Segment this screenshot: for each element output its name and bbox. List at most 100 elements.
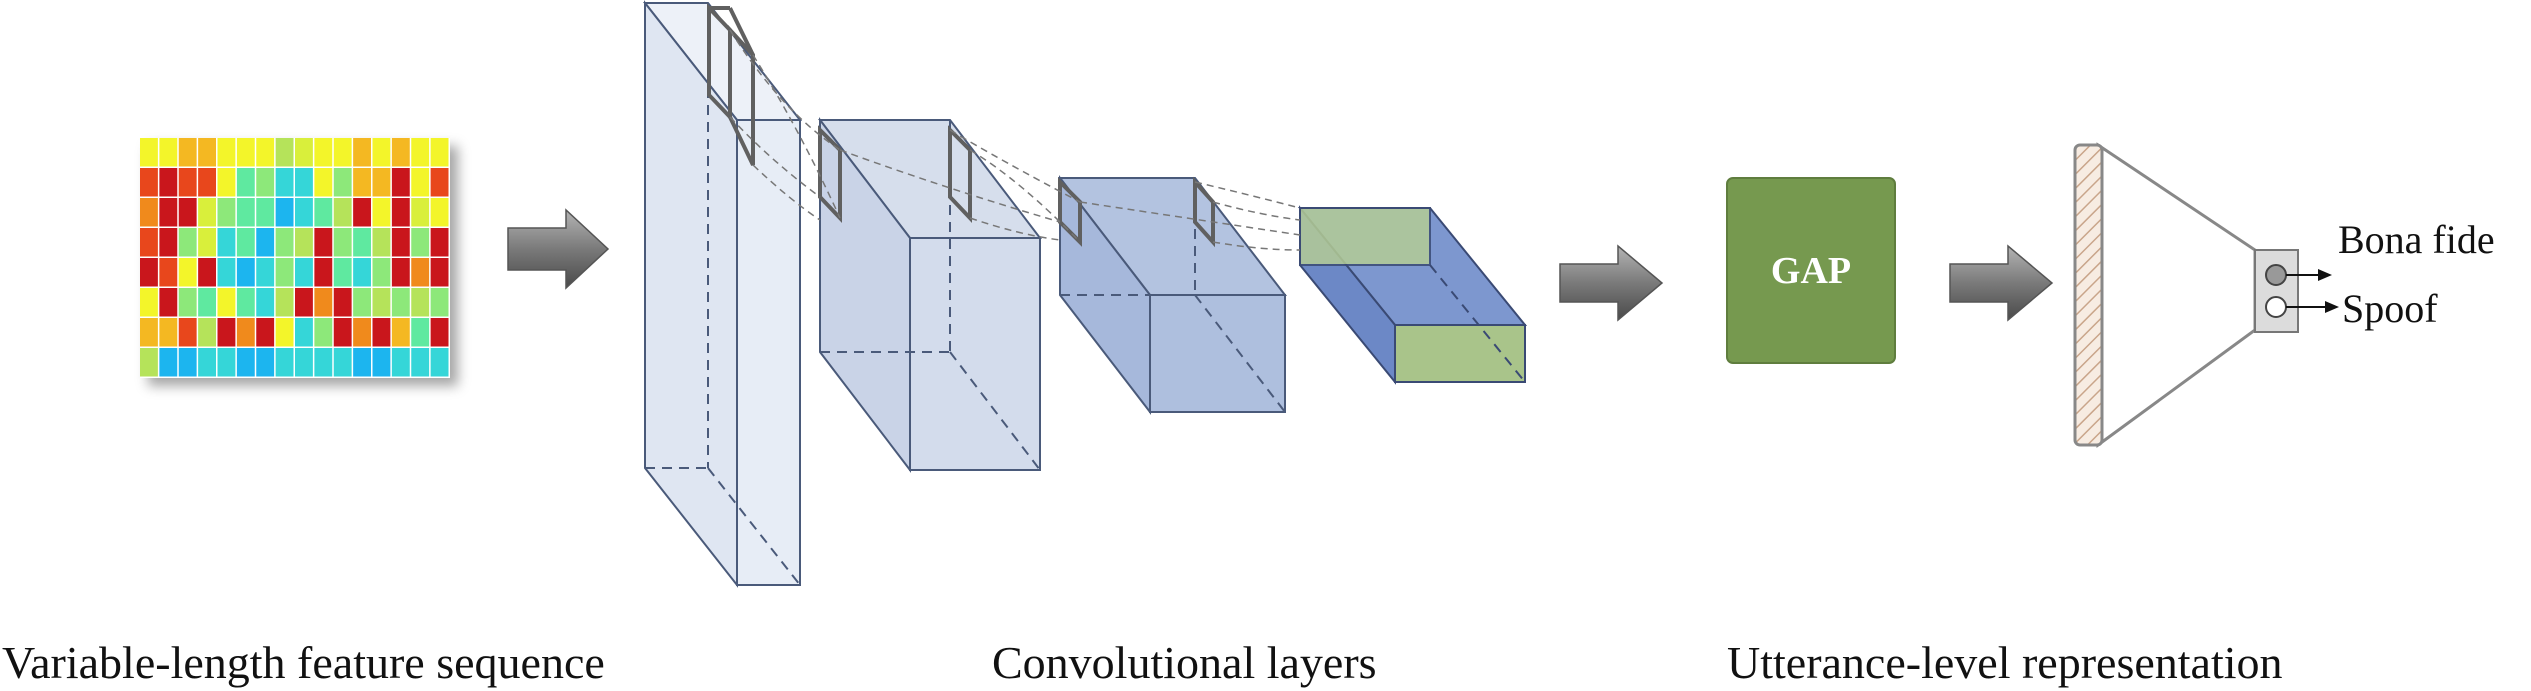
- heatmap-cell: [430, 138, 449, 167]
- heatmap-cell: [353, 168, 372, 197]
- heatmap-cell: [140, 198, 158, 227]
- heatmap-cell: [391, 348, 410, 377]
- heatmap-cell: [236, 258, 255, 287]
- heatmap-cell: [140, 288, 158, 317]
- heatmap-cell: [295, 348, 313, 377]
- heatmap-cell: [178, 228, 197, 257]
- heatmap-cell: [178, 348, 197, 377]
- heatmap-cell: [295, 288, 313, 317]
- heatmap-cell: [159, 138, 178, 167]
- heatmap-cell: [430, 168, 449, 197]
- heatmap-cell: [372, 168, 391, 197]
- caption-feature-sequence: Variable-length feature sequence: [2, 637, 605, 688]
- gap-block: GAP: [1726, 177, 1896, 364]
- heatmap-cell: [236, 288, 255, 317]
- heatmap-cell: [236, 198, 255, 227]
- heatmap-cell: [411, 318, 430, 347]
- heatmap-cell: [275, 168, 294, 197]
- heatmap-cell: [295, 168, 313, 197]
- heatmap-cell: [217, 288, 236, 317]
- heatmap-cell: [159, 198, 178, 227]
- conv-layer-3: [1057, 175, 1288, 415]
- heatmap-cell: [256, 198, 275, 227]
- heatmap-cell: [430, 318, 449, 347]
- heatmap-cell: [236, 168, 255, 197]
- heatmap-cell: [391, 288, 410, 317]
- heatmap-cell: [353, 198, 372, 227]
- embedding-vector: [2073, 143, 2104, 447]
- heatmap-cell: [217, 198, 236, 227]
- heatmap-cell: [256, 348, 275, 377]
- heatmap-cell: [198, 318, 217, 347]
- heatmap-cell: [295, 318, 313, 347]
- heatmap-cell: [353, 138, 372, 167]
- heatmap-cell: [159, 258, 178, 287]
- heatmap-cell: [411, 288, 430, 317]
- heatmap-cell: [391, 228, 410, 257]
- heatmap-cell: [178, 318, 197, 347]
- heatmap-cell: [198, 138, 217, 167]
- heatmap-cell: [391, 258, 410, 287]
- heatmap-cell: [256, 138, 275, 167]
- output-label-bona-fide: Bona fide: [2338, 217, 2495, 262]
- heatmap-cell: [275, 318, 294, 347]
- heatmap-cell: [217, 258, 236, 287]
- heatmap-cell: [372, 138, 391, 167]
- heatmap-cell: [140, 168, 158, 197]
- heatmap-cell: [430, 348, 449, 377]
- heatmap-cell: [275, 348, 294, 377]
- heatmap-cell: [256, 318, 275, 347]
- heatmap-cell: [391, 138, 410, 167]
- heatmap-cell: [256, 258, 275, 287]
- heatmap-cell: [140, 258, 158, 287]
- heatmap-cell: [353, 318, 372, 347]
- heatmap-cell: [217, 228, 236, 257]
- gap-label: GAP: [1771, 250, 1851, 292]
- heatmap-cell: [314, 138, 333, 167]
- heatmap-cell: [411, 348, 430, 377]
- heatmap-cell: [198, 168, 217, 197]
- heatmap-cell: [333, 258, 352, 287]
- heatmap-cell: [236, 228, 255, 257]
- heatmap-cell: [217, 318, 236, 347]
- heatmap-cell: [314, 318, 333, 347]
- bona-fide-node: [2265, 264, 2287, 286]
- heatmap-cell: [236, 348, 255, 377]
- receptive-field-lines: [729, 29, 1301, 251]
- flow-arrow-3: [1949, 244, 2054, 322]
- heatmap-cell: [295, 258, 313, 287]
- caption-utterance: Utterance-level representation: [1727, 637, 2283, 688]
- heatmap-cell: [333, 348, 352, 377]
- heatmap-cell: [159, 228, 178, 257]
- heatmap-cell: [333, 198, 352, 227]
- heatmap-cell: [236, 138, 255, 167]
- heatmap-cell: [430, 258, 449, 287]
- heatmap-cell: [159, 318, 178, 347]
- heatmap-cell: [217, 348, 236, 377]
- heatmap-cell: [372, 228, 391, 257]
- classifier-head: [2073, 142, 2339, 448]
- heatmap-cell: [140, 138, 158, 167]
- heatmap-cell: [353, 288, 372, 317]
- heatmap-cell: [391, 198, 410, 227]
- heatmap-cell: [159, 288, 178, 317]
- output-label-spoof: Spoof: [2342, 286, 2438, 331]
- conv-layer-2: [817, 117, 1043, 473]
- heatmap-cell: [333, 318, 352, 347]
- heatmap-cell: [178, 138, 197, 167]
- heatmap-cell: [372, 198, 391, 227]
- heatmap-cell: [198, 288, 217, 317]
- heatmap-cell: [295, 138, 313, 167]
- heatmap-cell: [314, 198, 333, 227]
- heatmap-cell: [256, 288, 275, 317]
- heatmap-cell: [256, 168, 275, 197]
- heatmap-cell: [372, 288, 391, 317]
- heatmap-cell: [391, 318, 410, 347]
- heatmap-cell: [198, 348, 217, 377]
- heatmap-cell: [314, 288, 333, 317]
- heatmap-cell: [430, 198, 449, 227]
- heatmap-cell: [333, 228, 352, 257]
- heatmap-cell: [217, 168, 236, 197]
- heatmap-cell: [411, 228, 430, 257]
